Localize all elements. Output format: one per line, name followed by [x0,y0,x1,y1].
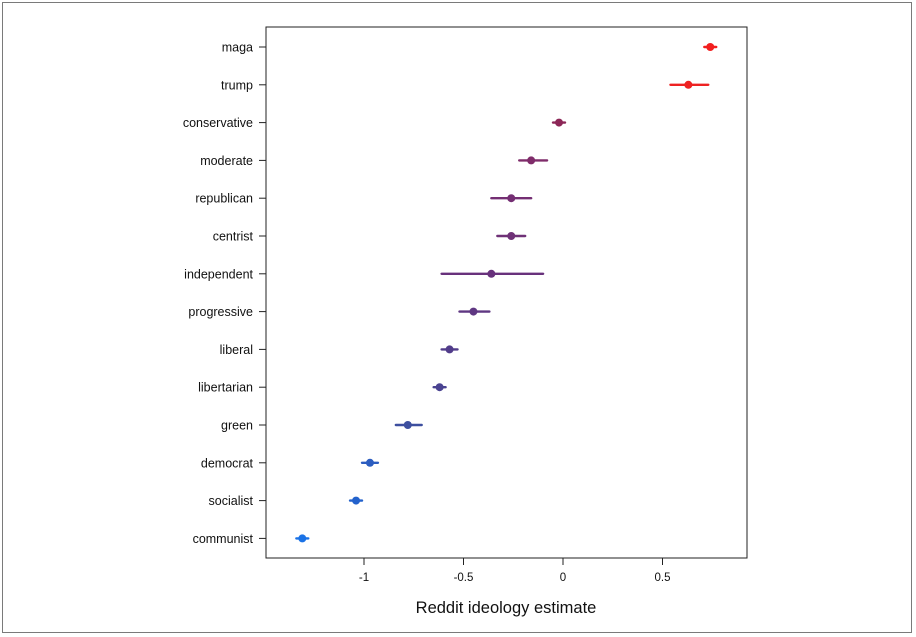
y-tick-label: moderate [200,154,253,168]
y-tick-label: trump [221,78,253,92]
point-moderate [527,156,536,165]
y-tick-label: republican [195,192,253,206]
x-tick-label: 0 [560,572,566,584]
point-centrist [507,232,516,240]
y-tick-label: maga [222,41,253,55]
plot-area [265,26,748,559]
x-axis-title: Reddit ideology estimate [416,599,597,617]
y-tick-label: progressive [188,305,253,319]
y-tick-label: communist [193,532,254,546]
x-tick-label: -0.5 [454,572,474,584]
y-tick-label: libertarian [198,381,253,395]
y-tick-label: liberal [220,343,253,357]
point-conservative [555,118,564,127]
y-tick-label: socialist [209,494,254,508]
point-independent [487,269,496,278]
y-tick-label: democrat [201,456,254,470]
point-democrat [365,458,374,467]
y-tick-label: conservative [183,116,253,130]
data-marks [295,43,718,543]
point-communist [298,534,307,543]
point-trump [684,80,693,89]
y-axis: maga trump conservative moderate republican c… [183,41,266,546]
y-tick-label: green [221,419,253,433]
x-tick-label: 0.5 [655,572,671,584]
point-green [403,421,412,429]
point-maga [706,43,715,51]
point-liberal [445,345,454,354]
point-progressive [469,307,478,316]
y-tick-label: centrist [213,230,254,244]
point-socialist [352,496,361,505]
x-tick-label: -1 [359,572,369,584]
y-tick-label: independent [184,267,253,281]
point-libertarian [435,383,444,392]
x-axis: -1 -0.5 0 0.5 [359,558,671,584]
point-republican [507,194,516,203]
